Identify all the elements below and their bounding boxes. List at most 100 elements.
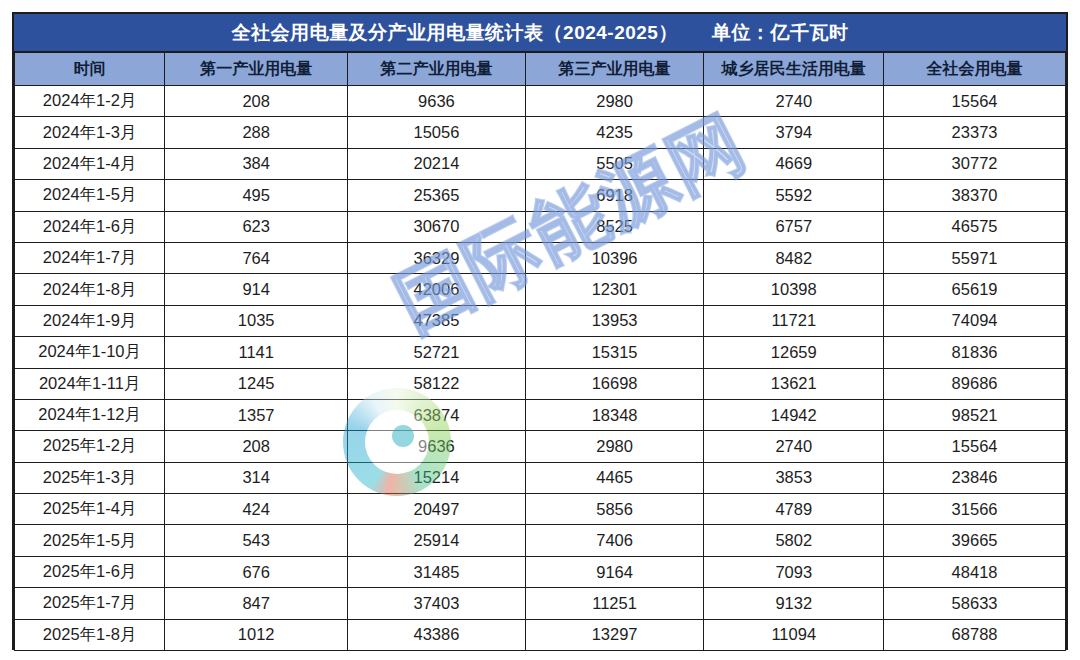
value-cell: 4235 (525, 117, 704, 148)
value-cell: 38370 (884, 180, 1066, 211)
value-cell: 1012 (165, 619, 348, 650)
time-cell: 2024年1-5月 (15, 180, 165, 211)
time-cell: 2025年1-4月 (15, 494, 165, 525)
table-row: 2024年1-8月91442006123011039865619 (15, 274, 1066, 305)
value-cell: 30670 (348, 211, 526, 242)
column-header: 城乡居民生活用电量 (704, 53, 884, 86)
electricity-consumption-table: 时间第一产业用电量第二产业用电量第三产业用电量城乡居民生活用电量全社会用电量 2… (14, 52, 1066, 651)
time-cell: 2024年1-10月 (15, 337, 165, 368)
value-cell: 43386 (348, 619, 526, 650)
value-cell: 9132 (704, 588, 884, 619)
table-row: 2025年1-3月314152144465385323846 (15, 462, 1066, 493)
column-header: 第一产业用电量 (165, 53, 348, 86)
value-cell: 1245 (165, 368, 348, 399)
value-cell: 20214 (348, 148, 526, 179)
statistics-table-frame: 全社会用电量及分产业用电量统计表（2024-2025） 单位：亿千瓦时 时间第一… (12, 12, 1068, 650)
value-cell: 47385 (348, 305, 526, 336)
time-cell: 2024年1-7月 (15, 242, 165, 273)
table-row: 2024年1-7月7643632910396848255971 (15, 242, 1066, 273)
value-cell: 98521 (884, 399, 1066, 430)
value-cell: 7406 (525, 525, 704, 556)
table-row: 2024年1-5月495253656918559238370 (15, 180, 1066, 211)
value-cell: 1357 (165, 399, 348, 430)
time-cell: 2024年1-8月 (15, 274, 165, 305)
value-cell: 31485 (348, 556, 526, 587)
value-cell: 14942 (704, 399, 884, 430)
value-cell: 847 (165, 588, 348, 619)
value-cell: 48418 (884, 556, 1066, 587)
table-row: 2024年1-6月623306708525675746575 (15, 211, 1066, 242)
table-header-row: 时间第一产业用电量第二产业用电量第三产业用电量城乡居民生活用电量全社会用电量 (15, 53, 1066, 86)
value-cell: 764 (165, 242, 348, 273)
time-cell: 2025年1-6月 (15, 556, 165, 587)
time-cell: 2024年1-2月 (15, 86, 165, 117)
value-cell: 6918 (525, 180, 704, 211)
value-cell: 5856 (525, 494, 704, 525)
value-cell: 288 (165, 117, 348, 148)
value-cell: 58633 (884, 588, 1066, 619)
value-cell: 13297 (525, 619, 704, 650)
value-cell: 30772 (884, 148, 1066, 179)
value-cell: 23373 (884, 117, 1066, 148)
value-cell: 46575 (884, 211, 1066, 242)
table-body: 2024年1-2月208963629802740155642024年1-3月28… (15, 86, 1066, 651)
value-cell: 4789 (704, 494, 884, 525)
value-cell: 15214 (348, 462, 526, 493)
value-cell: 15056 (348, 117, 526, 148)
table-row: 2024年1-11月124558122166981362189686 (15, 368, 1066, 399)
time-cell: 2024年1-4月 (15, 148, 165, 179)
value-cell: 914 (165, 274, 348, 305)
value-cell: 11721 (704, 305, 884, 336)
value-cell: 20497 (348, 494, 526, 525)
time-cell: 2024年1-12月 (15, 399, 165, 430)
value-cell: 74094 (884, 305, 1066, 336)
value-cell: 543 (165, 525, 348, 556)
value-cell: 4669 (704, 148, 884, 179)
value-cell: 495 (165, 180, 348, 211)
value-cell: 1141 (165, 337, 348, 368)
value-cell: 5802 (704, 525, 884, 556)
value-cell: 15315 (525, 337, 704, 368)
table-row: 2024年1-12月135763874183481494298521 (15, 399, 1066, 430)
value-cell: 10396 (525, 242, 704, 273)
value-cell: 8482 (704, 242, 884, 273)
time-cell: 2025年1-8月 (15, 619, 165, 650)
table-row: 2024年1-9月103547385139531172174094 (15, 305, 1066, 336)
value-cell: 68788 (884, 619, 1066, 650)
table-title: 全社会用电量及分产业用电量统计表（2024-2025） (232, 20, 678, 46)
value-cell: 13953 (525, 305, 704, 336)
value-cell: 5505 (525, 148, 704, 179)
value-cell: 25365 (348, 180, 526, 211)
value-cell: 2980 (525, 431, 704, 462)
value-cell: 58122 (348, 368, 526, 399)
table-unit-label: 单位：亿千瓦时 (712, 20, 849, 46)
value-cell: 23846 (884, 462, 1066, 493)
table-row: 2024年1-10月114152721153151265981836 (15, 337, 1066, 368)
value-cell: 36329 (348, 242, 526, 273)
value-cell: 15564 (884, 86, 1066, 117)
value-cell: 208 (165, 86, 348, 117)
value-cell: 4465 (525, 462, 704, 493)
value-cell: 12301 (525, 274, 704, 305)
value-cell: 65619 (884, 274, 1066, 305)
value-cell: 676 (165, 556, 348, 587)
value-cell: 37403 (348, 588, 526, 619)
table-row: 2025年1-6月676314859164709348418 (15, 556, 1066, 587)
value-cell: 623 (165, 211, 348, 242)
value-cell: 16698 (525, 368, 704, 399)
value-cell: 384 (165, 148, 348, 179)
value-cell: 13621 (704, 368, 884, 399)
time-cell: 2025年1-7月 (15, 588, 165, 619)
value-cell: 314 (165, 462, 348, 493)
value-cell: 63874 (348, 399, 526, 430)
value-cell: 11094 (704, 619, 884, 650)
value-cell: 7093 (704, 556, 884, 587)
time-cell: 2024年1-11月 (15, 368, 165, 399)
value-cell: 55971 (884, 242, 1066, 273)
value-cell: 10398 (704, 274, 884, 305)
time-cell: 2024年1-3月 (15, 117, 165, 148)
time-cell: 2024年1-6月 (15, 211, 165, 242)
table-row: 2024年1-3月288150564235379423373 (15, 117, 1066, 148)
time-cell: 2025年1-2月 (15, 431, 165, 462)
value-cell: 25914 (348, 525, 526, 556)
